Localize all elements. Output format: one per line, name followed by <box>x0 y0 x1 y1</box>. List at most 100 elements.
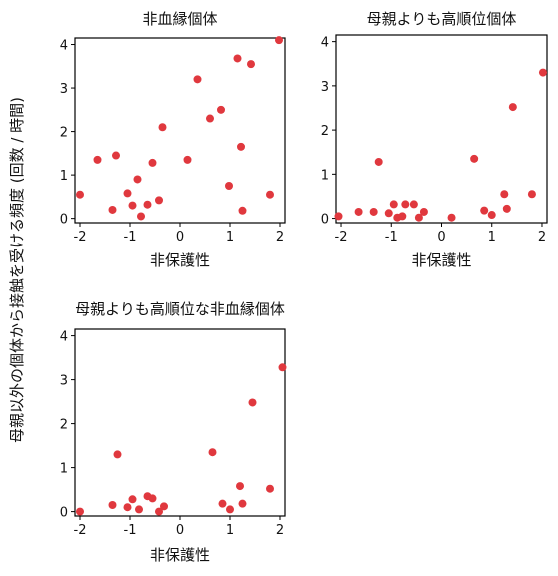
data-point <box>247 60 255 69</box>
data-point <box>148 158 157 167</box>
data-point <box>217 105 225 114</box>
y-tick-label: 1 <box>60 462 68 477</box>
x-tick-label: 1 <box>226 230 234 245</box>
x-tick-label: 2 <box>276 230 284 245</box>
data-point <box>398 212 407 221</box>
data-point <box>155 196 163 205</box>
data-point <box>500 190 509 199</box>
data-point <box>158 123 167 132</box>
data-point <box>160 502 168 511</box>
x-tick-label: 0 <box>176 230 184 245</box>
data-point <box>248 398 257 407</box>
data-point <box>123 503 132 512</box>
data-point <box>480 206 489 215</box>
data-point <box>155 507 163 516</box>
x-tick-label: 1 <box>226 523 234 538</box>
data-point <box>502 204 511 213</box>
chart-panel-nonkin: 非血縁個体 -2 -1 0 1 2 0 1 2 3 4 非保護性 <box>60 10 286 269</box>
data-point <box>470 154 479 163</box>
data-point <box>266 190 274 199</box>
data-point <box>93 155 102 164</box>
data-point <box>369 207 378 216</box>
x-axis-label: 非保護性 <box>150 546 210 564</box>
data-point <box>137 212 145 221</box>
x-tick-label: 0 <box>437 230 445 245</box>
data-point <box>354 207 363 216</box>
y-tick-label: 1 <box>60 169 68 184</box>
y-tick-label: 4 <box>321 36 329 51</box>
panel-title: 母親よりも高順位個体 <box>367 10 517 28</box>
x-tick-label: -1 <box>124 230 137 245</box>
data-point <box>135 505 143 514</box>
data-point <box>236 482 244 491</box>
y-tick-label: 3 <box>321 80 329 95</box>
x-tick-label: -2 <box>74 230 87 245</box>
data-point <box>128 201 137 210</box>
y-tick-label: 4 <box>60 39 68 54</box>
data-point <box>133 175 142 184</box>
data-point <box>76 507 84 516</box>
data-point <box>389 200 398 209</box>
shared-y-axis-label: 母親以外の個体から接触を受ける頻度 (回数 / 時間) <box>8 97 26 443</box>
chart-panel-higher-rank-nonkin: 母親よりも高順位な非血縁個体 -2 -1 0 1 2 0 1 2 3 4 非保護性 <box>60 300 287 564</box>
panel-title: 母親よりも高順位な非血縁個体 <box>75 300 285 318</box>
y-tick-label: 2 <box>321 124 329 139</box>
data-point <box>508 103 517 112</box>
data-point <box>108 205 117 214</box>
x-axis-label: 非保護性 <box>411 251 471 269</box>
x-tick-label: -1 <box>385 230 398 245</box>
data-point <box>538 68 547 77</box>
data-point <box>419 207 428 216</box>
data-point <box>275 36 283 45</box>
data-point <box>218 499 227 508</box>
y-tick-label: 3 <box>60 374 68 389</box>
x-tick-label: 1 <box>488 230 496 245</box>
x-axis-label: 非保護性 <box>150 251 210 269</box>
data-point <box>237 142 245 151</box>
data-point <box>527 190 536 199</box>
data-point <box>128 495 137 504</box>
y-tick-label: 2 <box>60 126 68 141</box>
data-point <box>208 448 217 457</box>
x-tick-label: 2 <box>276 523 284 538</box>
y-tick-label: 1 <box>321 168 329 183</box>
data-point <box>193 75 202 84</box>
y-tick-label: 0 <box>60 213 68 228</box>
y-tick-label: 3 <box>60 82 68 97</box>
y-tick-label: 2 <box>60 418 68 433</box>
x-tick-label: -2 <box>335 230 348 245</box>
data-point <box>206 114 214 123</box>
data-point <box>112 151 120 160</box>
data-point <box>384 209 393 218</box>
data-point <box>148 494 157 503</box>
x-tick-label: 2 <box>538 230 546 245</box>
plot-frame <box>335 34 548 224</box>
data-point <box>238 206 247 215</box>
x-tick-label: 0 <box>176 523 184 538</box>
data-point <box>143 200 152 209</box>
x-tick-label: -1 <box>124 523 137 538</box>
data-point <box>233 54 242 63</box>
data-point <box>414 213 423 222</box>
y-tick-label: 0 <box>321 213 329 228</box>
y-tick-label: 0 <box>60 506 68 521</box>
chart-panel-higher-rank: 母親よりも高順位個体 -2 -1 0 1 2 0 1 2 3 4 非保護性 <box>321 10 548 269</box>
data-point <box>76 190 84 199</box>
data-point <box>409 200 418 209</box>
data-point <box>108 501 117 509</box>
data-point <box>266 484 274 493</box>
data-point <box>334 212 343 221</box>
data-point <box>183 155 192 164</box>
panel-title: 非血縁個体 <box>142 10 217 28</box>
data-point <box>225 182 233 190</box>
plot-frame <box>74 328 286 517</box>
y-tick-label: 4 <box>60 330 68 345</box>
data-point <box>401 200 410 209</box>
data-point <box>487 211 496 220</box>
data-point <box>123 189 132 198</box>
data-point <box>278 363 287 372</box>
data-point <box>447 213 456 222</box>
x-tick-label: -2 <box>74 523 87 538</box>
data-point <box>226 505 234 514</box>
